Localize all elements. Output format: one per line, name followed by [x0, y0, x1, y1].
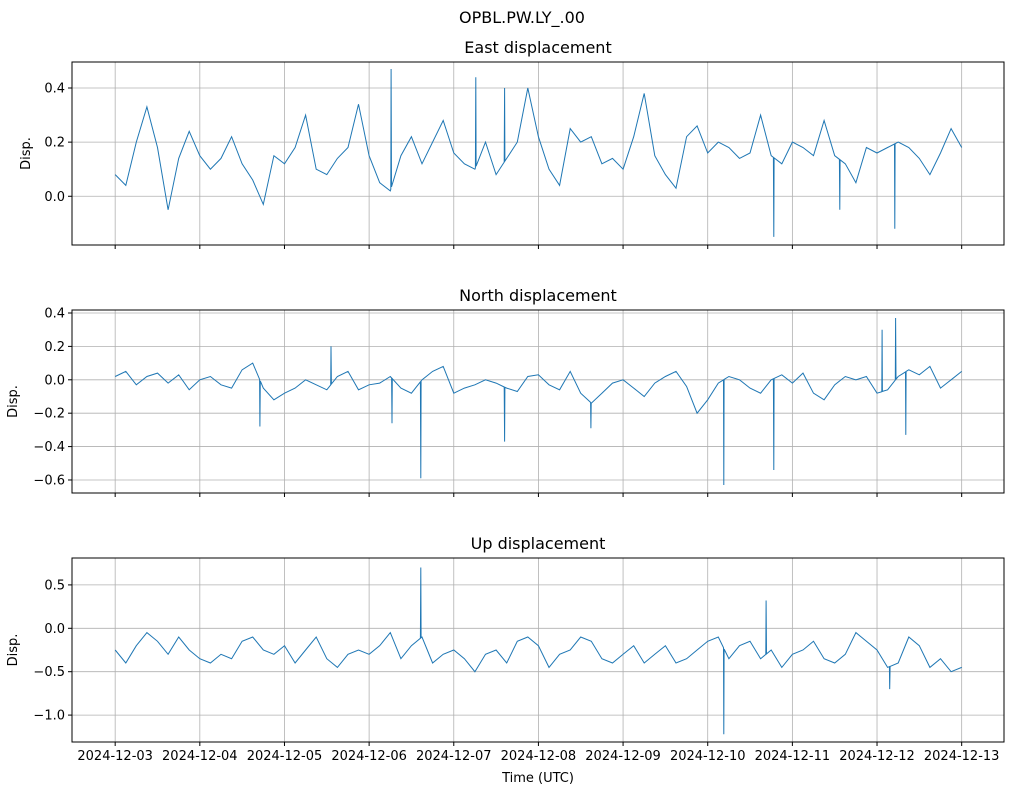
x-tick-label: 2024-12-04 [162, 749, 238, 764]
y-tick-label: 0.0 [44, 373, 65, 388]
x-tick-label: 2024-12-07 [416, 749, 492, 764]
x-tick-label: 2024-12-09 [585, 749, 661, 764]
up-series-line [114, 567, 962, 735]
x-tick-label: 2024-12-06 [331, 749, 407, 764]
y-tick-label: −0.5 [33, 665, 65, 680]
y-tick-label: 0.0 [44, 622, 65, 637]
y-tick-label: 0.2 [44, 340, 65, 355]
up-axes-frame [71, 557, 1005, 743]
y-tick-label: 0.4 [44, 81, 65, 96]
x-tick-label: 2024-12-12 [839, 749, 915, 764]
x-tick-label: 2024-12-10 [670, 749, 746, 764]
y-tick-label: 0.2 [44, 136, 65, 151]
up-panel-title: Up displacement [471, 534, 606, 553]
y-axis-label: Disp. [6, 385, 21, 418]
y-tick-label: 0.0 [44, 190, 65, 205]
x-tick-label: 2024-12-05 [247, 749, 323, 764]
y-axis-label: Disp. [6, 634, 21, 667]
north-panel-title: North displacement [459, 286, 617, 305]
x-tick-label: 2024-12-03 [77, 749, 153, 764]
x-axis-label: Time (UTC) [501, 771, 574, 786]
x-tick-label: 2024-12-08 [501, 749, 577, 764]
y-tick-label: 0.4 [44, 307, 65, 322]
figure-suptitle: OPBL.PW.LY_.00 [459, 8, 585, 28]
y-tick-label: −0.4 [33, 440, 65, 455]
east-panel: 0.0 0.2 0.4 East displacement Disp. [19, 38, 1005, 249]
x-tick-label: 2024-12-13 [924, 749, 1000, 764]
north-axes-frame [71, 309, 1005, 494]
north-panel: −0.6 −0.4 −0.2 0.0 0.2 0.4 North displacement D… [6, 286, 1005, 497]
x-tick-label: 2024-12-11 [755, 749, 831, 764]
up-panel: −1.0 −0.5 0.0 0.5 2024-12-03 2024-12-04 2024-1… [6, 534, 1005, 764]
y-tick-label: 0.5 [44, 578, 65, 593]
east-panel-title: East displacement [464, 38, 611, 57]
north-series-line [114, 317, 963, 486]
y-axis-label: Disp. [19, 137, 34, 170]
y-tick-label: −1.0 [33, 709, 65, 724]
east-series-line [114, 68, 963, 237]
y-tick-label: −0.2 [33, 407, 65, 422]
y-tick-label: −0.6 [33, 473, 65, 488]
